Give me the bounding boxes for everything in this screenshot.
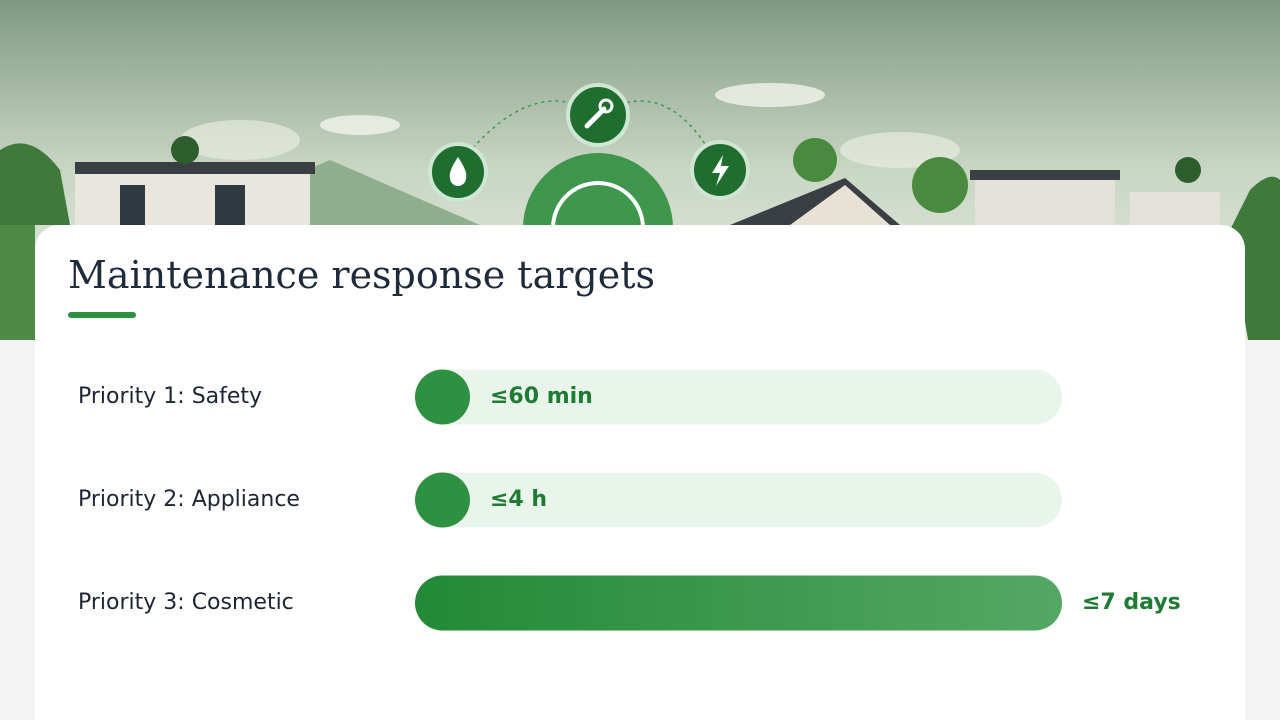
bar-track xyxy=(415,472,1062,528)
category-label: Priority 2: Appliance xyxy=(78,487,300,512)
chart-title: Maintenance response targets xyxy=(68,253,655,297)
bar xyxy=(415,369,470,425)
title-underline xyxy=(68,312,136,318)
bars: Priority 1: Safety ≤60 min Priority 2: App… xyxy=(78,369,1181,631)
bar xyxy=(415,472,470,528)
bar-track xyxy=(415,369,1062,425)
category-label: Priority 3: Cosmetic xyxy=(78,590,294,615)
bar xyxy=(415,575,1062,631)
value-label: ≤7 days xyxy=(1082,590,1181,615)
category-label: Priority 1: Safety xyxy=(78,384,262,409)
value-label: ≤60 min xyxy=(490,384,593,409)
value-label: ≤4 h xyxy=(490,487,547,512)
